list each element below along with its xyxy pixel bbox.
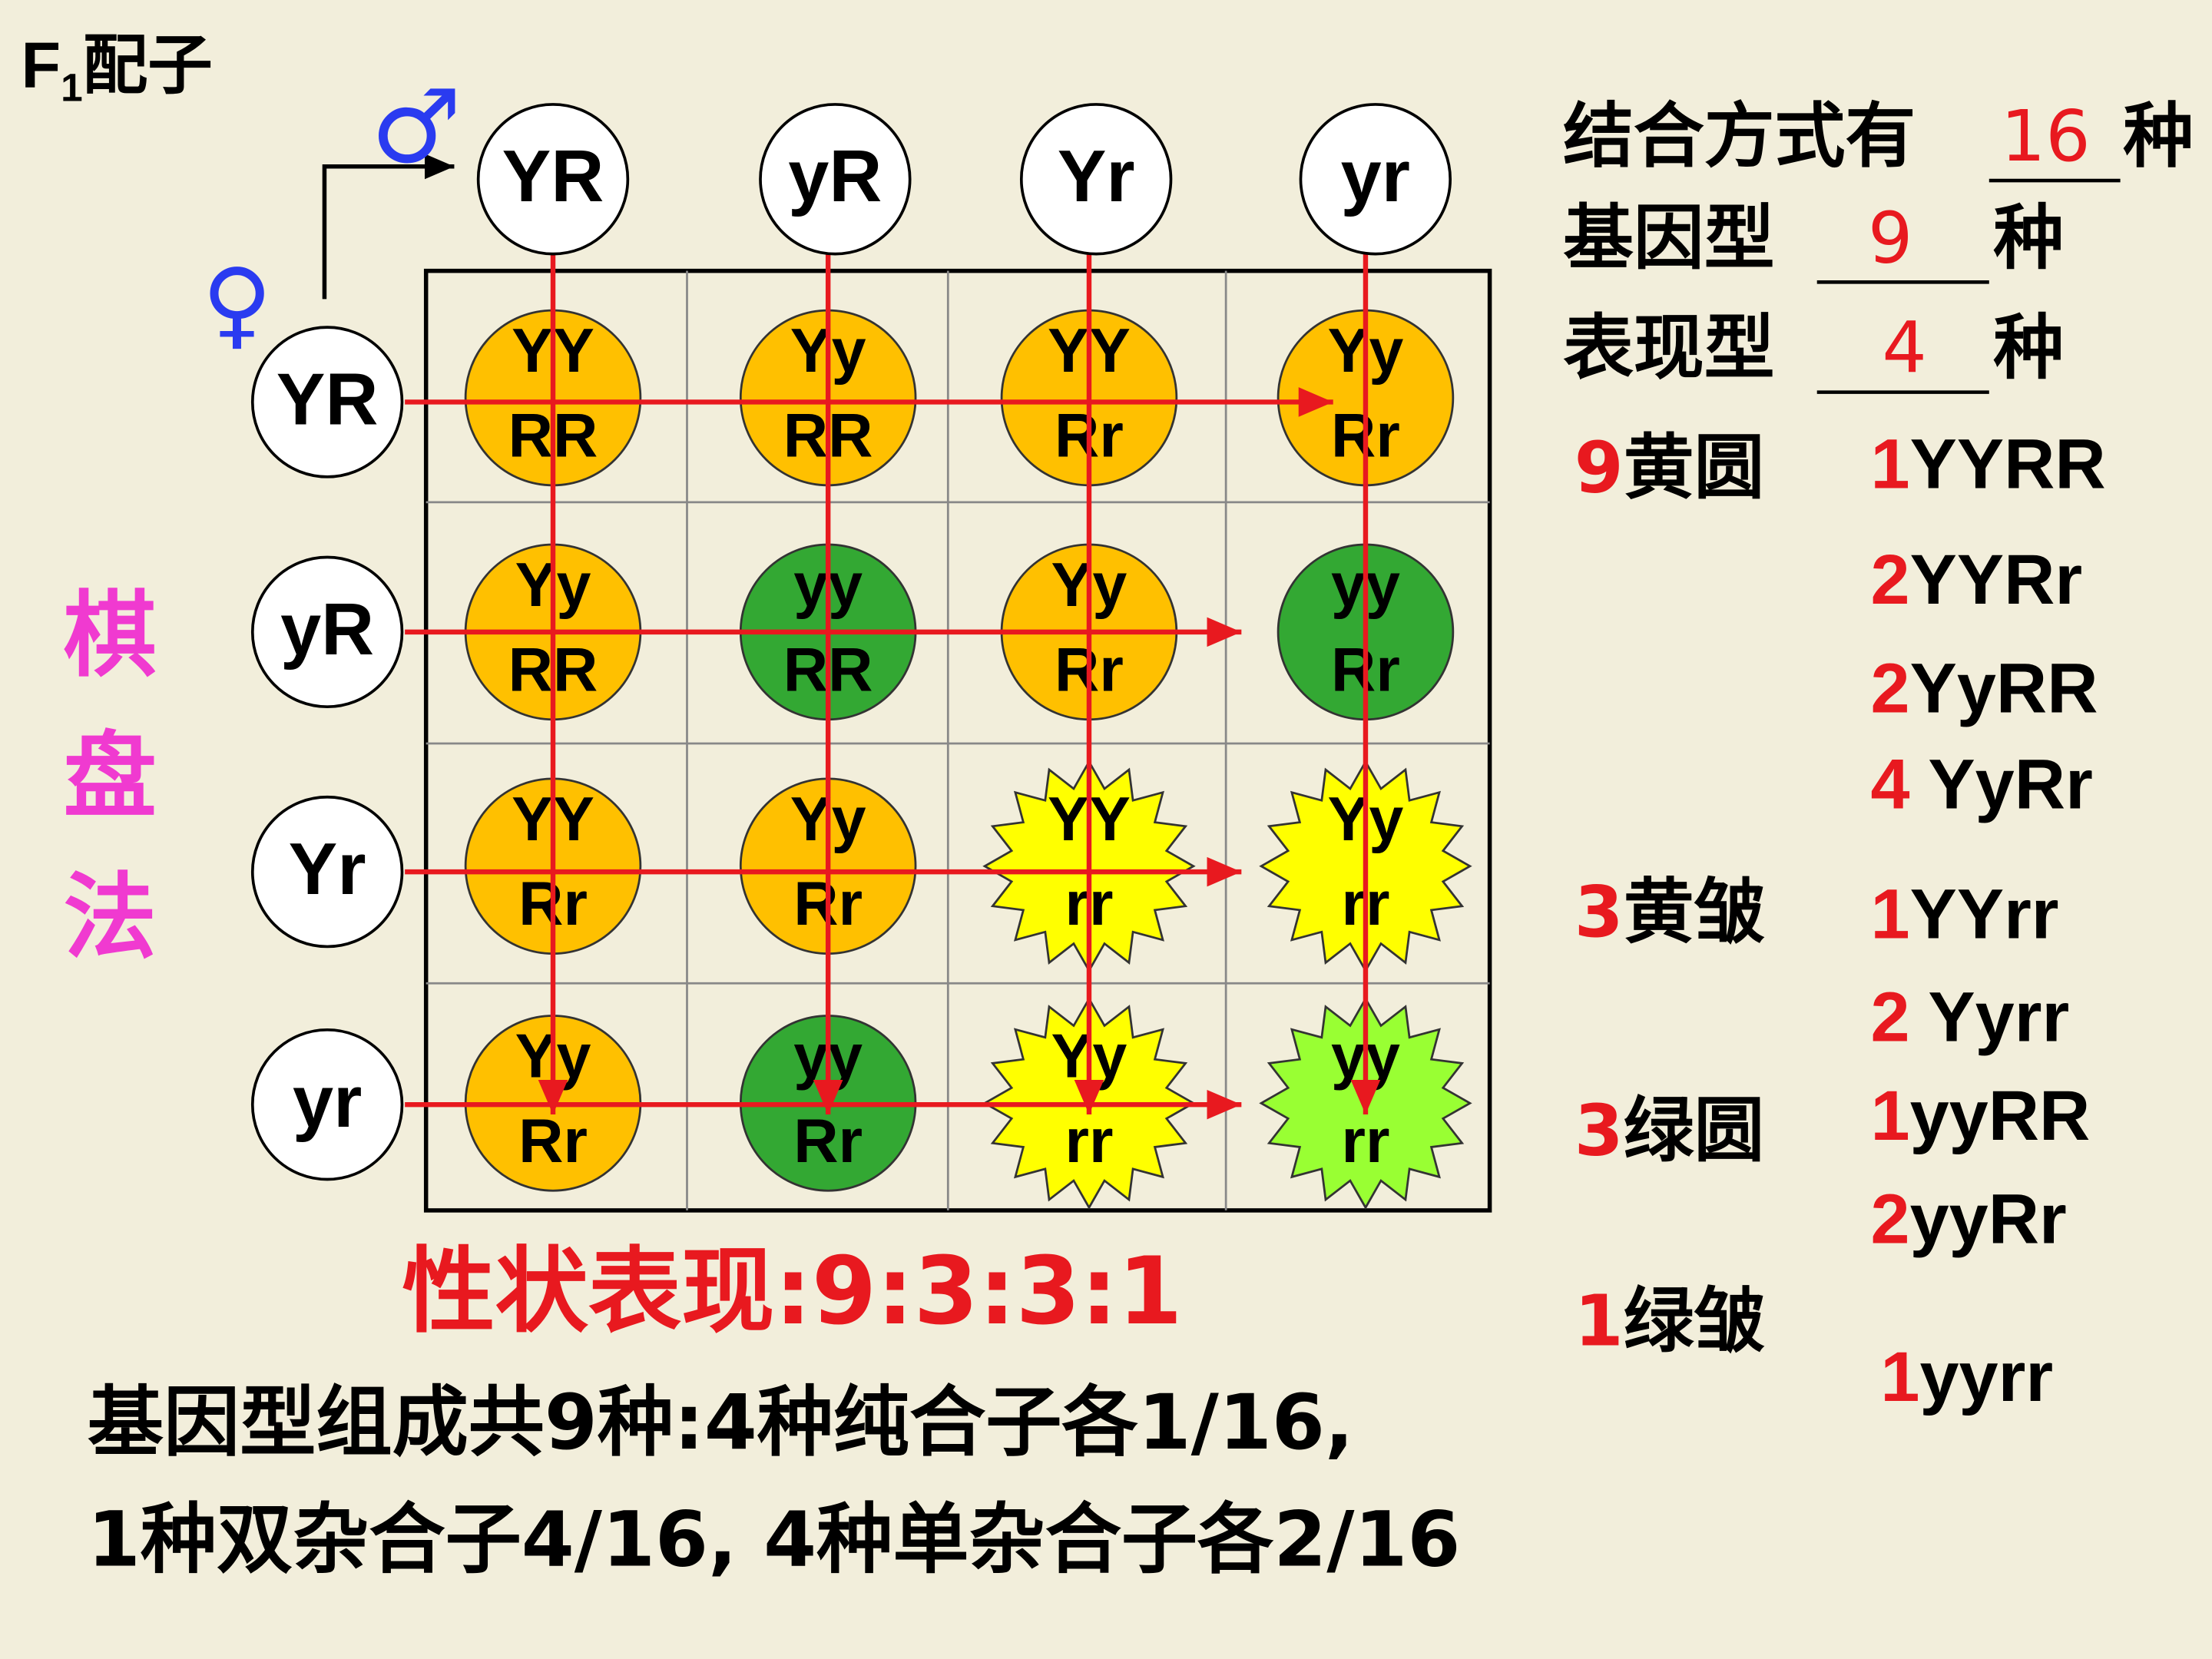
phenotype: 3绿圆: [1575, 1090, 1765, 1172]
corner-arrow: [322, 154, 455, 300]
genotype-count: 1: [1880, 1338, 1919, 1416]
genotype-name: YYrr: [1910, 876, 2059, 954]
phenotype: 3黄皱: [1575, 871, 1765, 953]
genotype-bottom: rr: [1065, 1107, 1114, 1176]
genotype-name: YYRr: [1910, 541, 2083, 620]
genotype-name: Yyrr: [1910, 979, 2070, 1057]
female-gamete: YR: [276, 359, 379, 440]
male-gamete-circle: [759, 103, 912, 256]
summary-label: 基因型: [1563, 197, 1774, 279]
male-gamete-circle: [1299, 103, 1452, 256]
genotype: 1YYrr: [1871, 876, 2059, 954]
female-gamete-circle: [250, 555, 404, 709]
summary-unit: 种: [2123, 95, 2194, 177]
summary-unit: 种: [1993, 197, 2064, 279]
summary-value: 9: [1868, 197, 1912, 279]
phenotype-name: 绿皱: [1624, 1280, 1765, 1363]
male-gamete: Yr: [1058, 136, 1135, 217]
genotype-count: 1: [1871, 426, 1910, 504]
summary-unit: 种: [1993, 307, 2064, 389]
phenotype: 9黄圆: [1575, 427, 1765, 509]
ratio-text: 性状表现:9:3:3:1: [402, 1237, 1182, 1346]
male-gamete: YR: [502, 136, 604, 217]
genotype-count: 2: [1871, 1181, 1910, 1259]
genotype-name: YYRR: [1910, 426, 2106, 504]
phenotype-name: 黄圆: [1624, 427, 1765, 509]
phenotype-name: 黄皱: [1624, 871, 1765, 953]
header: F1配子: [22, 29, 213, 109]
female-gamete: yR: [280, 589, 374, 671]
genotype-name: yyRr: [1910, 1181, 2067, 1259]
male-gamete: yr: [1341, 136, 1410, 217]
female-gamete-circle: [250, 326, 404, 478]
female-gamete-circle: [250, 795, 404, 949]
genotype-count: 2: [1871, 650, 1910, 728]
male-gamete: yR: [788, 136, 882, 217]
genotype-count: 1: [1871, 876, 1910, 954]
genotype: 2YYRr: [1871, 541, 2083, 620]
female-symbol: ♀: [202, 248, 272, 359]
phenotype-count: 9: [1575, 427, 1624, 509]
conclusion-line: 基因型组成共9种:4种纯合子各1/16,: [88, 1379, 1354, 1467]
female-gamete: yr: [293, 1061, 362, 1143]
genotype-count: 2: [1871, 541, 1910, 620]
genotype-name: yyRR: [1910, 1077, 2091, 1155]
phenotype-count: 1: [1575, 1280, 1624, 1363]
genotype-count: 2: [1871, 979, 1910, 1057]
genotype: 1yyRR: [1871, 1077, 2091, 1155]
summary-label: 表现型: [1563, 307, 1774, 389]
conclusion-line: 1种双杂合子4/16, 4种单杂合子各2/16: [88, 1496, 1461, 1584]
genotype-count: 4: [1871, 746, 1910, 824]
phenotype-count: 3: [1575, 871, 1624, 953]
genotype-bottom: Rr: [518, 1107, 588, 1176]
genotype: 2YyRR: [1871, 650, 2098, 728]
genotype-bottom: Rr: [793, 1107, 863, 1176]
side-label: 棋: [64, 581, 157, 690]
genotype-bottom: rr: [1342, 1107, 1390, 1176]
summary-label: 结合方式有: [1563, 95, 1916, 177]
summary-value: 16: [2001, 95, 2091, 177]
male-gamete-circle: [476, 103, 630, 256]
female-gamete-circle: [250, 1028, 404, 1181]
side-label: 盘: [64, 722, 157, 831]
genotype: 2yyRr: [1871, 1181, 2067, 1259]
phenotype-count: 3: [1575, 1090, 1624, 1172]
summary-value: 4: [1882, 307, 1926, 389]
phenotype-name: 绿圆: [1624, 1090, 1765, 1172]
genotype-name: yyrr: [1919, 1338, 2053, 1416]
female-gamete: Yr: [289, 829, 366, 910]
phenotype: 1绿皱: [1575, 1280, 1765, 1363]
genotype: 4 YyRr: [1871, 746, 2093, 824]
male-gamete-circle: [1019, 103, 1173, 256]
male-symbol: ♂: [371, 68, 462, 187]
genotype: 1YYRR: [1871, 426, 2106, 504]
genotype-name: YyRR: [1910, 650, 2098, 728]
genotype-count: 1: [1871, 1077, 1910, 1155]
punnett-grid: [423, 268, 1492, 1213]
genotype: 2 Yyrr: [1871, 979, 2070, 1057]
genotype-name: YyRr: [1910, 746, 2093, 824]
genotype: 1yyrr: [1880, 1338, 2053, 1416]
side-label: 法: [64, 863, 157, 972]
